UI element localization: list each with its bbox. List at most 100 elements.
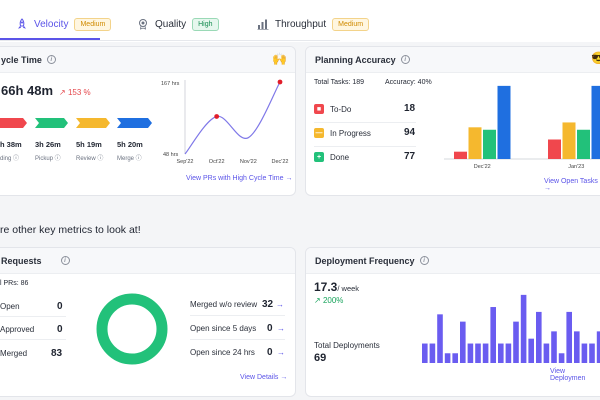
cool-emoji: 😎 [591, 51, 600, 65]
view-details-link[interactable]: View Details → [240, 374, 288, 381]
cycle-data-point[interactable] [277, 79, 283, 85]
total-deployments-value: 69 [314, 352, 327, 364]
medal-icon [139, 19, 147, 30]
cycle-time-change-value: 153 % [67, 88, 91, 97]
open-prs-label: Open [0, 302, 20, 311]
stage-pickup-bar [35, 118, 68, 128]
planning-bar[interactable] [548, 139, 561, 160]
todo-value: 18 [404, 103, 416, 114]
open-prs-value: 0 [57, 301, 63, 312]
deployment-bar[interactable] [536, 311, 542, 363]
in-progress-value: 94 [404, 127, 416, 138]
deployment-bar[interactable] [574, 331, 580, 363]
deploy-rate-value: 17.3 [314, 280, 338, 294]
view-high-cycle-prs-link[interactable]: View PRs with High Cycle Time → [186, 175, 293, 182]
tab-quality[interactable]: Quality High [137, 14, 219, 34]
merged-prs-value: 83 [51, 348, 63, 359]
active-tab-indicator [0, 38, 100, 40]
row-divider [0, 316, 66, 317]
todo-row: ■ To-Do [314, 104, 351, 114]
deployment-bar[interactable] [429, 343, 436, 363]
stage-merge-bar [117, 118, 152, 128]
x-tick-label: Jan'23 [568, 164, 584, 170]
deployment-bar[interactable] [558, 353, 565, 363]
row-divider [314, 146, 416, 147]
in-progress-label: In Progress [330, 128, 371, 138]
deployment-bar[interactable] [528, 338, 534, 363]
deployment-bar[interactable] [551, 331, 557, 363]
x-tick-label: Nov'22 [240, 159, 257, 165]
deployment-bar[interactable] [520, 294, 527, 363]
deploy-rate-unit: / week [337, 284, 360, 293]
stage-coding-label: ding ⓘ [0, 156, 20, 162]
planning-bar[interactable] [454, 151, 467, 159]
total-deployments-label: Total Deployments [314, 341, 380, 350]
deployment-bar[interactable] [498, 343, 504, 363]
stage-merge-label: Merge ⓘ [117, 156, 142, 162]
deployment-frequency-title: Deployment Frequency [315, 255, 415, 266]
stage-pickup-label: Pickup ⓘ [35, 156, 61, 162]
deployment-bar[interactable] [566, 311, 572, 363]
info-icon[interactable]: i [400, 55, 410, 64]
deploy-change: ↗ 200% [314, 296, 343, 305]
deployment-bar[interactable] [596, 331, 600, 363]
deploy-change-value: 200% [322, 296, 344, 305]
planning-accuracy-card: Planning Accuracy i [305, 46, 600, 196]
tab-quality-label: Quality [155, 18, 187, 30]
deployment-bar[interactable] [505, 343, 512, 363]
metrics-tab-bar: Velocity Medium Quality High Throughput … [0, 0, 600, 42]
in-progress-row: — In Progress [314, 128, 371, 138]
deployment-bar[interactable] [543, 343, 550, 363]
x-tick-label: Dec'22 [474, 164, 491, 170]
view-deployments-link[interactable]: View Deploymen [550, 368, 586, 382]
deployment-bar[interactable] [467, 343, 474, 363]
planning-bar[interactable] [497, 85, 511, 159]
trend-up-icon: ↗ [314, 296, 321, 305]
deployment-bar[interactable] [444, 353, 451, 363]
stage-review-value: 5h 19m [76, 140, 102, 149]
done-label: Done [330, 152, 350, 162]
tab-divider [0, 40, 340, 41]
pull-requests-title: Requests [1, 255, 42, 266]
deployment-bar[interactable] [460, 321, 466, 363]
stage-coding-bar [0, 118, 27, 128]
done-row: + Done [314, 152, 349, 162]
arrow-right-icon[interactable]: → [276, 300, 284, 309]
deployment-bar[interactable] [581, 343, 588, 363]
open-24-hrs-value: 0 [267, 347, 273, 358]
open-24-hrs-label: Open since 24 hrs [190, 348, 255, 357]
deployment-bar[interactable] [490, 307, 496, 363]
info-icon[interactable]: i [46, 55, 56, 64]
planning-bar[interactable] [562, 122, 576, 159]
stage-review-bar [76, 118, 110, 128]
tab-throughput[interactable]: Throughput Medium [257, 14, 370, 34]
planning-bar[interactable] [483, 129, 496, 159]
x-tick-label: Oct'22 [209, 159, 225, 165]
deployment-bar[interactable] [589, 343, 595, 363]
deployment-bar[interactable] [475, 343, 481, 363]
planning-bar[interactable] [591, 85, 600, 159]
pull-requests-card: Requests i [0, 247, 296, 397]
tab-velocity[interactable]: Velocity Medium [16, 14, 112, 34]
planning-bar[interactable] [468, 127, 482, 159]
info-icon[interactable]: i [419, 256, 429, 265]
deployment-bar[interactable] [422, 343, 428, 363]
deployment-bar[interactable] [513, 321, 519, 363]
view-open-tasks-link[interactable]: View Open Tasks → [544, 178, 598, 192]
deployment-bar[interactable] [437, 314, 443, 363]
info-icon[interactable]: i [60, 256, 70, 265]
deployment-bar[interactable] [452, 353, 458, 363]
cycle-time-summary: 66h 48m ↗ 153 % [1, 83, 91, 98]
y-bottom-label: 48 hrs [163, 152, 179, 158]
arrow-right-icon[interactable]: → [277, 324, 285, 333]
planning-bar[interactable] [577, 129, 590, 159]
y-top-label: 167 hrs [161, 81, 180, 87]
total-prs: l PRs: 86 [0, 280, 29, 287]
cycle-time-change: ↗ 153 % [59, 88, 91, 97]
throughput-badge: Medium [332, 17, 370, 31]
deployment-bar[interactable] [482, 343, 489, 363]
arrow-right-icon[interactable]: → [277, 348, 285, 357]
planning-accuracy-title: Planning Accuracy [315, 54, 396, 65]
done-value: 77 [404, 151, 416, 162]
cycle-data-point[interactable] [214, 114, 220, 119]
